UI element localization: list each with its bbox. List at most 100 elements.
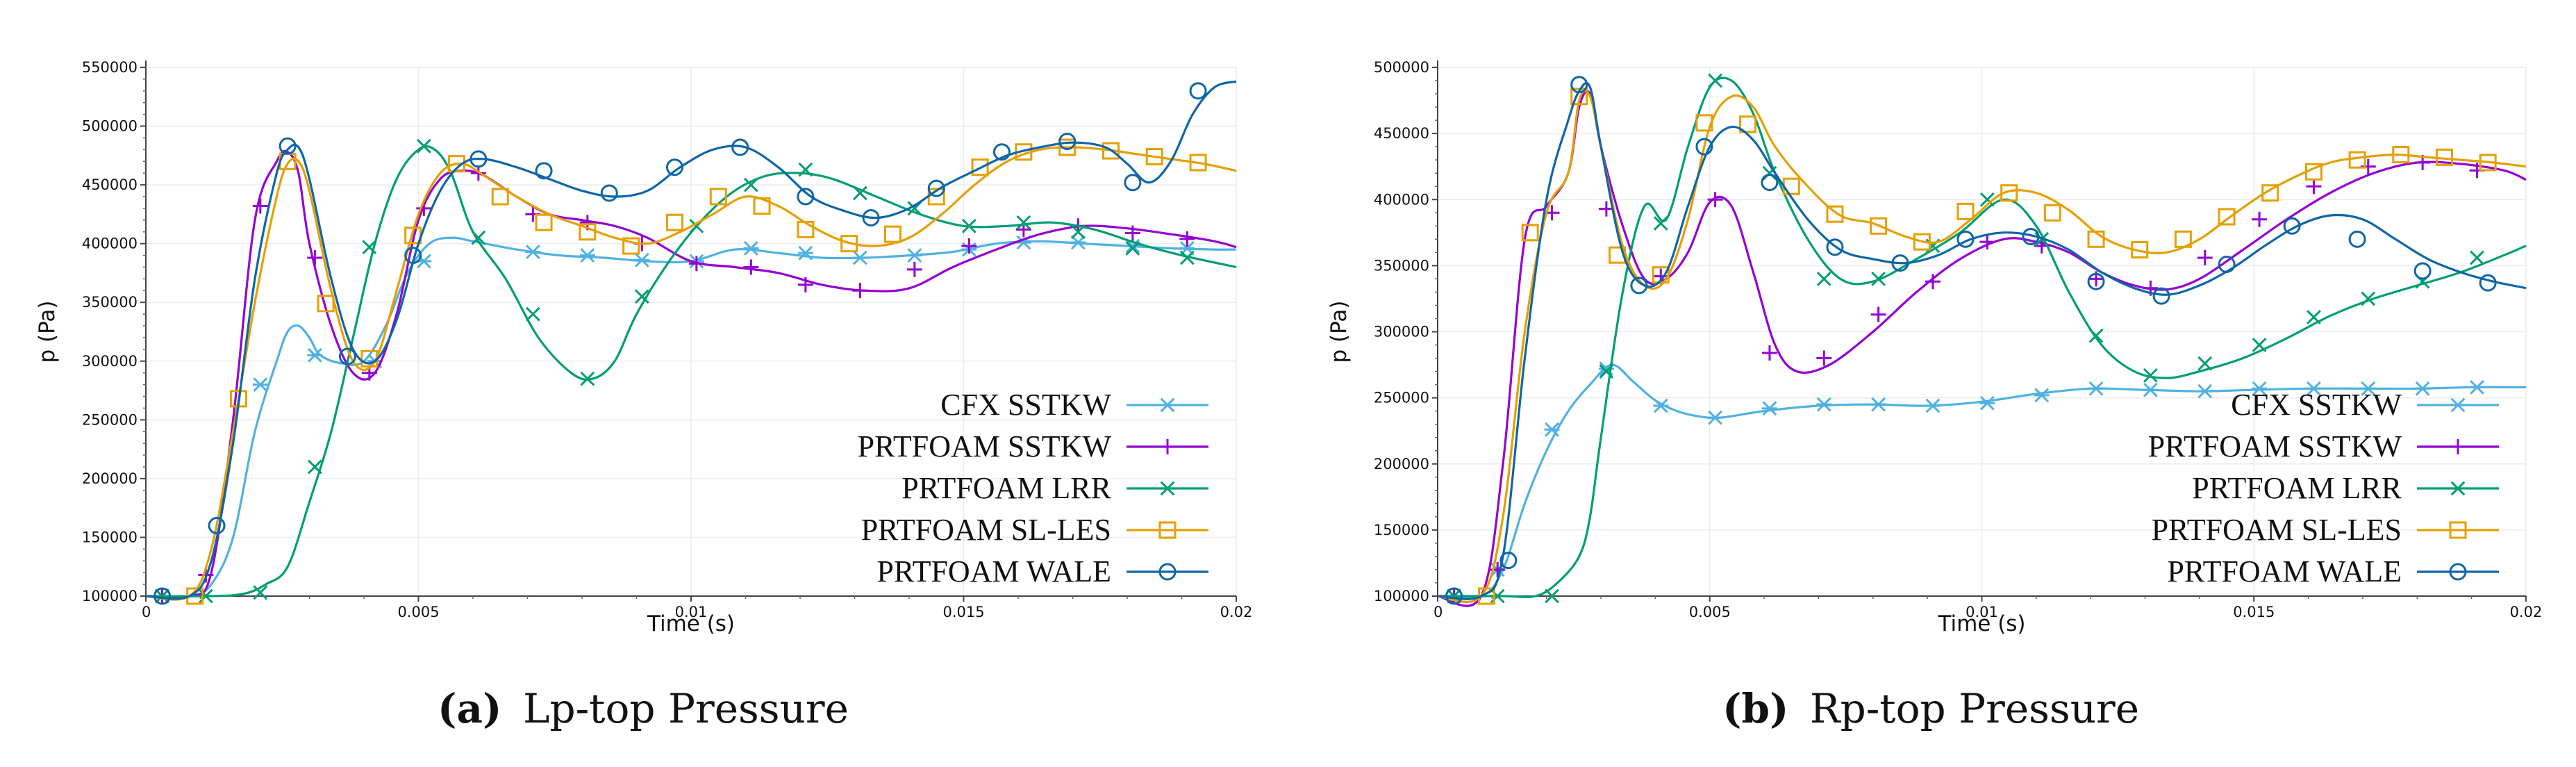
data-point-marker <box>1124 174 1142 192</box>
data-point-marker <box>1545 588 1559 604</box>
data-point-marker <box>208 517 226 535</box>
data-point-marker <box>1761 345 1777 361</box>
x-tick-label: 0 <box>1434 604 1443 620</box>
data-point-marker <box>2479 274 2497 292</box>
legend-marker <box>1160 397 1175 413</box>
data-point-marker <box>470 150 488 168</box>
data-point-marker <box>2218 255 2236 273</box>
series-prtfoam-sl-les <box>145 138 1237 605</box>
data-point-marker <box>1570 76 1588 94</box>
data-point-marker <box>155 588 169 604</box>
data-point-marker <box>797 277 813 292</box>
data-point-marker <box>2306 381 2322 396</box>
y-tick-label: 200000 <box>82 470 138 487</box>
y-tick-label: 450000 <box>82 176 138 193</box>
data-point-marker <box>2470 250 2484 265</box>
data-point-marker <box>852 283 868 299</box>
data-point-marker <box>2479 154 2497 172</box>
data-point-marker <box>797 245 813 261</box>
data-point-marker <box>2307 310 2321 324</box>
data-point-marker <box>1826 238 1844 256</box>
data-point-marker <box>862 208 880 226</box>
data-point-marker <box>2392 146 2410 164</box>
legend-label: PRTFOAM SSTKW <box>858 429 1112 463</box>
data-point-marker <box>447 155 465 173</box>
data-point-marker <box>307 459 322 475</box>
data-point-marker <box>2261 184 2279 202</box>
caption-b-letter: b <box>1741 685 1770 732</box>
data-point-marker <box>1490 588 1505 604</box>
data-point-marker <box>307 347 323 363</box>
series-line <box>1437 76 2527 599</box>
caption-b: (b) Rp-top Pressure <box>1722 685 2139 732</box>
data-point-marker <box>1707 192 1723 208</box>
data-point-marker <box>2252 211 2268 227</box>
y-tick-label: 550000 <box>82 59 138 76</box>
legend-label: PRTFOAM SL-LES <box>2152 513 2402 547</box>
data-point-marker <box>579 248 595 263</box>
legend-entry: PRTFOAM LRR <box>2192 471 2499 505</box>
data-point-marker <box>1521 224 1539 242</box>
data-point-marker <box>525 306 540 322</box>
data-point-marker <box>1125 241 1140 256</box>
x-tick-label: 0.015 <box>942 604 984 620</box>
data-point-marker <box>1925 398 1941 413</box>
data-point-marker <box>600 184 618 202</box>
data-point-marker <box>198 588 213 604</box>
series-prtfoam-lrr <box>145 138 1237 604</box>
data-point-marker <box>253 585 268 600</box>
data-point-marker <box>535 162 553 180</box>
data-point-marker <box>1609 246 1627 264</box>
data-point-marker <box>1826 205 1844 223</box>
panel-b-rp-top-pressure: 100000 150000 200000 250000 300000 350000 4000… <box>1327 59 2542 636</box>
data-point-marker <box>416 138 431 154</box>
legend-entry: PRTFOAM WALE <box>876 554 1208 588</box>
x-tick-label: 0.01 <box>675 604 708 620</box>
legend-marker <box>1158 563 1177 581</box>
legend-label: PRTFOAM LRR <box>901 471 1111 505</box>
caption-a-text: Lp-top Pressure <box>523 685 849 732</box>
data-point-marker <box>1739 115 1757 133</box>
data-point-marker <box>907 201 922 216</box>
legend-label: PRTFOAM SL-LES <box>861 513 1111 547</box>
data-point-marker <box>1070 224 1086 240</box>
y-tick-label: 300000 <box>82 353 138 370</box>
data-point-marker <box>317 295 335 313</box>
data-point-marker <box>1102 142 1120 160</box>
data-point-marker <box>1058 133 1077 151</box>
data-point-marker <box>2348 230 2366 248</box>
data-point-marker <box>404 247 422 265</box>
x-tick-label: 0.02 <box>1220 604 1253 620</box>
data-point-marker <box>2252 338 2267 352</box>
data-point-marker <box>731 138 749 156</box>
legend-marker <box>2449 563 2467 581</box>
y-tick-label: 150000 <box>1374 522 1429 538</box>
data-point-marker <box>525 245 541 259</box>
data-point-marker <box>2131 241 2149 259</box>
data-point-marker <box>1016 215 1031 230</box>
data-point-marker <box>688 256 704 272</box>
data-point-marker <box>1816 350 1832 366</box>
legend-entry: PRTFOAM SSTKW <box>2148 429 2499 463</box>
data-point-marker <box>961 238 977 254</box>
y-tick-label: 150000 <box>82 529 138 545</box>
data-point-marker <box>1695 138 1713 156</box>
data-point-marker <box>1816 397 1832 412</box>
data-point-marker <box>2043 204 2061 222</box>
data-point-marker <box>665 158 683 176</box>
data-point-marker <box>883 225 901 243</box>
data-point-marker <box>1870 306 1886 322</box>
y-tick-label: 250000 <box>82 411 138 428</box>
x-tick-label: 0.005 <box>397 604 439 620</box>
x-axis-label: Time (s) <box>1937 611 2025 636</box>
series-prtfoam-lrr <box>1437 73 2527 604</box>
data-point-marker <box>2197 356 2213 371</box>
series-prtfoam-wale <box>145 80 1237 605</box>
data-point-marker <box>1179 250 1195 265</box>
data-point-marker <box>2348 151 2366 169</box>
data-point-marker <box>1653 398 1669 413</box>
data-point-marker <box>1189 154 1207 172</box>
data-point-marker <box>1570 88 1588 106</box>
data-point-marker <box>1707 410 1723 425</box>
x-axis-label: Time (s) <box>647 611 735 636</box>
